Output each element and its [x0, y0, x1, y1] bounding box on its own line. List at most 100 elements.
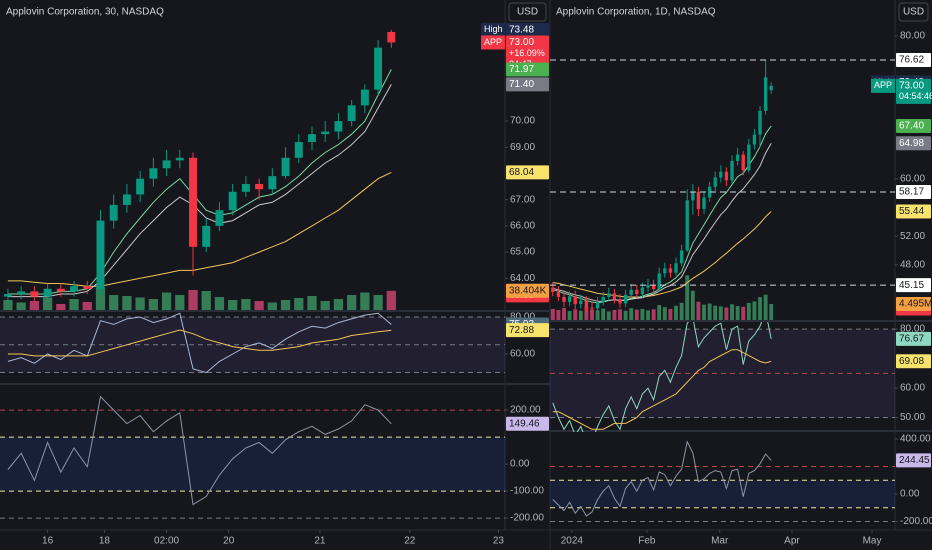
volume-bar: [201, 291, 211, 310]
indicator-line: [552, 322, 772, 432]
currency-button[interactable]: [508, 2, 547, 22]
price-badge-label: 55.44: [899, 206, 924, 217]
volume-bar: [16, 302, 26, 310]
y-tick-label: 200.00: [510, 405, 541, 416]
volume-bar: [148, 299, 158, 310]
price-badge-label: 64.98: [899, 138, 924, 149]
volume-bar: [730, 304, 734, 320]
pane: [3, 29, 396, 310]
x-tick-label: Feb: [638, 536, 656, 547]
candle-body: [189, 157, 197, 247]
candle-body: [663, 268, 667, 274]
volume-bar: [307, 296, 317, 310]
price-badge-label: 73.00: [509, 37, 534, 48]
candle-body: [162, 160, 171, 169]
volume-bar: [333, 299, 344, 310]
volume-bar: [657, 305, 662, 320]
candle-body: [556, 291, 561, 297]
price-tag-label: APP: [874, 80, 892, 90]
volume-bar: [556, 310, 561, 320]
candle-body: [43, 288, 52, 297]
candle-body: [136, 178, 145, 195]
volume-bar: [724, 307, 729, 320]
volume-bar: [685, 275, 690, 320]
volume-bar: [623, 310, 628, 320]
candle-body: [241, 183, 250, 192]
candle-body: [674, 263, 678, 273]
volume-bar: [320, 301, 330, 310]
y-tick-label: 400.00: [900, 434, 931, 445]
indicator-band: [0, 437, 505, 492]
candle-body: [360, 89, 369, 106]
candle-body: [696, 191, 701, 209]
candle-body: [96, 220, 105, 289]
candle-body: [646, 284, 650, 288]
candle-body: [752, 134, 757, 145]
volume-bar: [640, 308, 645, 320]
chart-title: Applovin Corporation, 1D, NASDAQ: [556, 7, 716, 18]
y-tick-label: 0.00: [900, 489, 920, 500]
candle-body: [691, 191, 695, 201]
x-tick-label: 16: [42, 536, 54, 547]
volume-bar: [741, 306, 746, 320]
x-tick-label: 18: [99, 536, 111, 547]
pane: [550, 322, 895, 432]
volume-bar: [42, 297, 53, 310]
volume-bar: [612, 310, 617, 320]
candle-body: [595, 301, 600, 309]
price-badge: [506, 283, 549, 298]
x-tick-label: Mar: [711, 536, 729, 547]
x-tick-label: 22: [404, 536, 416, 547]
y-tick-label: 70.00: [510, 116, 535, 127]
candle-body: [735, 154, 740, 162]
price-badge-label: 38.404K: [509, 285, 547, 296]
volume-bar: [713, 305, 718, 320]
price-badge-label: 73.48: [509, 25, 534, 36]
price-badge: [506, 323, 549, 338]
volume-bar: [662, 307, 667, 320]
candle-body: [175, 157, 184, 161]
y-tick-label: -100.00: [510, 486, 544, 497]
y-tick-label: 80.00: [510, 312, 535, 323]
volume-bar: [696, 301, 701, 320]
price-badge-label: 58.17: [899, 187, 924, 198]
x-tick-label: May: [863, 536, 882, 547]
candle-body: [294, 142, 303, 158]
candle-body: [308, 134, 316, 143]
price-badge-label: 244.45: [899, 455, 930, 466]
candle-body: [685, 200, 689, 251]
price-badge-label: 149.46: [509, 418, 540, 429]
candle-body: [730, 161, 734, 181]
volume-bar: [746, 302, 751, 320]
volume-bar: [752, 301, 757, 320]
price-badge-label: 71.40: [509, 79, 534, 90]
volume-bar: [241, 299, 251, 310]
candle-body: [747, 144, 751, 171]
price-tag-label: APP: [484, 37, 502, 47]
volume-bar: [618, 309, 622, 320]
price-badge: [896, 184, 931, 199]
volume-bar: [95, 287, 106, 310]
y-tick-label: -200.00: [510, 513, 544, 524]
price-badge-label: 45.15: [899, 280, 924, 291]
volume-bar: [56, 304, 66, 310]
currency-label[interactable]: USD: [517, 7, 538, 18]
candle-body: [579, 300, 583, 305]
volume-bar: [109, 295, 119, 310]
volume-bar: [718, 306, 723, 320]
volume-bar: [3, 300, 13, 310]
currency-label[interactable]: USD: [903, 7, 924, 18]
candle-body: [83, 286, 92, 289]
candle-body: [70, 286, 78, 292]
candle-body: [668, 268, 673, 273]
volume-bar: [562, 307, 566, 320]
pane: [0, 395, 505, 519]
price-tag: [871, 78, 895, 93]
currency-button[interactable]: [898, 2, 929, 22]
y-tick-label: 48.00: [900, 259, 925, 270]
price-badge: [506, 416, 549, 431]
volume-bar: [188, 290, 198, 310]
pane: [550, 440, 895, 522]
price-badge: [896, 118, 931, 133]
candle-body: [741, 154, 745, 171]
